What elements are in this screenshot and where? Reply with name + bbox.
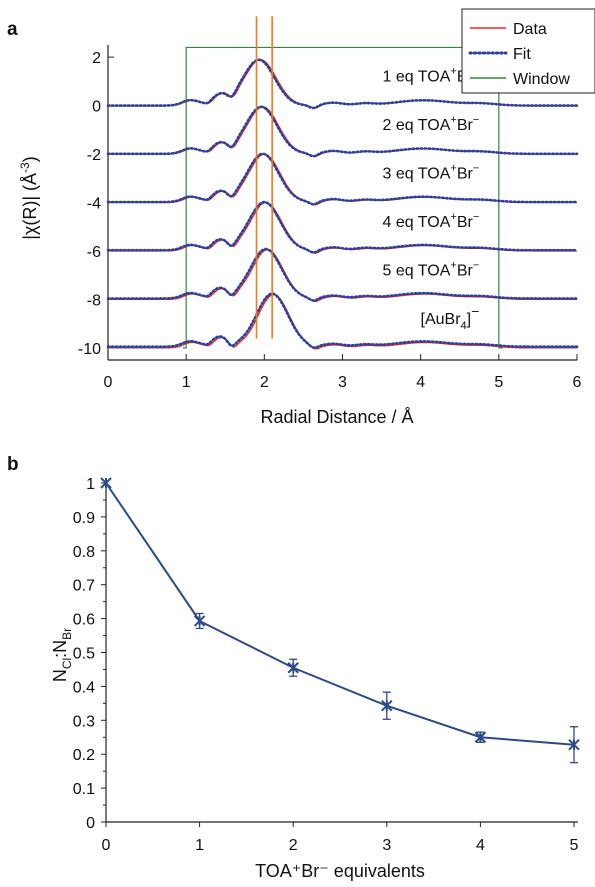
panel-b-data-point <box>100 477 112 489</box>
panel-b-y-tick-label: 0.3 <box>73 713 95 730</box>
panel-a-legend: Data Fit Window <box>461 8 595 94</box>
panel-b-y-tick-label: 0.5 <box>73 646 95 663</box>
panel-a-data-line <box>108 249 577 303</box>
panel-a-fit-line <box>106 200 579 254</box>
panel-a-fit-line <box>106 152 579 206</box>
panel-a-fit-line <box>106 58 579 110</box>
panel-a-y-axis-title: |χ(R)| (Å-3) <box>18 156 40 239</box>
panel-a-x-tick-label: 5 <box>494 374 503 391</box>
panel-b-y-tick-label: 0.7 <box>73 578 95 595</box>
panel-a-data-line <box>108 201 577 254</box>
panel-a-series-label: 5 eq TOA+Br− <box>383 259 480 279</box>
panel-a-x-tick-label: 6 <box>573 374 582 391</box>
panel-a-fit-line <box>106 105 579 158</box>
panel-a-y-tick-label: 2 <box>92 50 101 67</box>
panel-b-data-point <box>287 662 299 674</box>
panel-a-data-line <box>108 153 577 206</box>
panel-a-x-tick-label: 3 <box>338 374 347 391</box>
panel-b-y-tick-label: 0.9 <box>73 510 95 527</box>
panel-b-x-tick-label: 4 <box>476 837 485 854</box>
panel-a-legend-label: Data <box>513 21 547 38</box>
panel-a-y-tick-label: 0 <box>92 99 101 116</box>
panel-a-y-tick-label: -2 <box>87 147 101 164</box>
panel-b-plot-area: 0 0.1 0.2 0.3 0.4 0.5 0.6 0.7 0.8 0.9 1 0 1 2 3 4 5 <box>73 476 580 854</box>
panel-b-y-tick-label: 1 <box>86 476 95 493</box>
panel-b-y-tick-label: 0.4 <box>73 679 95 696</box>
panel-b-y-tick-label: 0.1 <box>73 781 95 798</box>
panel-a-y-tick-label: -8 <box>87 292 101 309</box>
panel-a-series-label: [AuBr4]− <box>421 303 480 332</box>
panel-b-x-axis-title: TOA⁺Br⁻ equivalents <box>255 861 425 881</box>
panel-b-y-tick-label: 0.6 <box>73 612 95 629</box>
panel-b-y-tick-label: 0.2 <box>73 747 95 764</box>
panel-a-x-axis-title: Radial Distance / Å <box>260 407 413 427</box>
panel-a-series-label: 3 eq TOA+Br− <box>383 163 480 183</box>
panel-a-legend-label: Fit <box>513 46 531 63</box>
panel-a-fit-line <box>106 247 579 302</box>
panel-b-data-point <box>568 739 580 751</box>
panel-a-y-tick-label: -10 <box>78 341 101 358</box>
panel-b-data-point <box>381 700 393 712</box>
panel-b-data-point <box>474 731 487 743</box>
panel-a-x-tick-label: 2 <box>260 374 269 391</box>
panel-a-legend-box <box>461 8 595 94</box>
panel-a-data-line <box>108 293 577 350</box>
panel-b-y-tick-label: 0 <box>86 815 95 832</box>
panel-b-x-tick-label: 0 <box>102 837 111 854</box>
panel-a-y-tick-label: -4 <box>87 196 101 213</box>
panel-a-window-function <box>183 46 503 349</box>
panel-a-x-tick-label: 1 <box>182 374 191 391</box>
panel-a-legend-label: Window <box>513 71 570 88</box>
panel-a-series-label: 4 eq TOA+Br− <box>383 211 480 231</box>
panel-a-series-label: 2 eq TOA+Br− <box>383 114 480 134</box>
panel-b-x-tick-label: 1 <box>195 837 204 854</box>
panel-b-series-line <box>105 482 575 746</box>
panel-a-x-tick-label: 0 <box>104 374 113 391</box>
panel-a-data-line <box>108 106 577 158</box>
panel-b-y-tick-label: 0.8 <box>73 544 95 561</box>
panel-b-letter: b <box>7 454 19 475</box>
panel-b-x-tick-label: 5 <box>570 837 579 854</box>
panel-b-y-axis-title: NCl:NBr <box>50 628 74 682</box>
panel-b-x-tick-label: 3 <box>382 837 391 854</box>
panel-b-x-tick-label: 2 <box>289 837 298 854</box>
panel-a-letter: a <box>7 19 18 40</box>
panel-a-fit-line <box>106 292 579 350</box>
panel-b-data-point <box>193 615 206 627</box>
panel-a-y-tick-label: -6 <box>87 244 101 261</box>
panel-a-x-tick-label: 4 <box>416 374 425 391</box>
panel-b-chart: b 0 0.1 0.2 0.3 0.4 0.5 0.6 0.7 0.8 0.9 1 0 1 2 3 4 5 TO… <box>7 454 580 881</box>
